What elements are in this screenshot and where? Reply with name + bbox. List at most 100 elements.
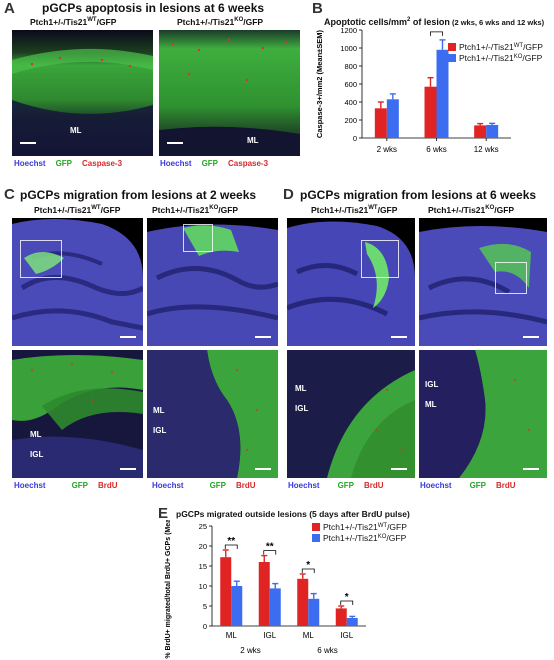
y-axis-label: Caspase-3+/mm2 (Mean±SEM): [315, 29, 324, 138]
y-tick-label: 800: [344, 62, 357, 71]
panel-d-left-detail: ML IGL: [287, 350, 415, 478]
panel-c-right-zoom-box: [183, 224, 213, 252]
bar-ML-2-1: [308, 598, 320, 626]
panel-b-letter: B: [312, 0, 323, 17]
legend-hoechst: Hoechst: [420, 481, 452, 490]
panel-d-title: pGCPs migration from lesions at 6 weeks: [300, 188, 537, 202]
panel-d-left-overview: [287, 218, 415, 346]
legend-brdu: BrdU: [98, 481, 118, 490]
significance-bracket: [430, 31, 443, 36]
panel-a-right-scale-bar: [167, 142, 183, 144]
significance-bracket: [340, 600, 354, 605]
legend-hoechst: Hoechst: [160, 159, 192, 168]
panel-c-right-detail: ML IGL: [147, 350, 278, 478]
panel-d-right-overview: [419, 218, 547, 346]
x-tick-label: IGL: [263, 631, 276, 640]
legend-gfp: GFP: [55, 159, 73, 168]
significance-bracket: [301, 568, 315, 573]
bar-ML-2-0: [297, 578, 309, 626]
y-tick-label: 200: [344, 116, 357, 125]
x-tick-label: 2 wks: [377, 145, 397, 154]
legend-gfp: GFP: [209, 481, 227, 490]
significance-bracket: [263, 550, 277, 555]
panel-a-left-scale-bar: [20, 142, 36, 144]
y-tick-label: 0: [353, 134, 357, 143]
panel-d-left-top-scale-bar: [391, 336, 407, 338]
panel-c-right-overview: [147, 218, 278, 346]
panel-d-letter: D: [283, 186, 294, 203]
legend-swatch-0: [312, 523, 320, 531]
bar-ML-0-1: [231, 586, 243, 626]
legend-gfp: GFP: [201, 159, 219, 168]
panel-d-right-detail: IGL ML: [419, 350, 547, 478]
legend-gfp: GFP: [469, 481, 487, 490]
panel-c-right-top-scale-bar: [255, 336, 271, 338]
legend-gfp: GFP: [337, 481, 355, 490]
panel-d-right-legend: Hoechst GFP BrdU: [420, 481, 526, 490]
legend-label-1: Ptch1+/-/Tis21KO/GFP: [323, 533, 407, 543]
y-axis-label: % BrdU+ migrated/total BrdU+ GCPs (Mean±…: [165, 520, 172, 659]
y-tick-label: 1200: [340, 28, 357, 35]
panel-a-title: pGCPs apoptosis in lesions at 6 weeks: [42, 1, 265, 15]
panel-c-left-detail: ML IGL: [12, 350, 143, 478]
bar-IGL-3-1: [346, 618, 358, 626]
panel-c-right-ml-label: ML: [153, 406, 165, 415]
legend-hoechst: Hoechst: [14, 481, 46, 490]
panel-d-left-ml-label: ML: [295, 384, 307, 393]
significance-mark: **: [266, 542, 274, 553]
significance-bracket: [224, 544, 238, 549]
panel-e-letter: E: [158, 505, 169, 522]
panel-d-right-bottom-scale-bar: [523, 468, 539, 470]
panel-a-left-legend: Hoechst GFP Caspase-3: [14, 159, 132, 168]
y-tick-label: 0: [203, 622, 207, 631]
legend-caspase: Caspase-3: [82, 159, 123, 168]
panel-a-left-micrograph: ML: [12, 30, 153, 156]
legend-brdu: BrdU: [496, 481, 516, 490]
y-tick-label: 25: [199, 522, 207, 531]
bar-IGL-1-0: [258, 562, 270, 626]
panel-a-letter: A: [4, 0, 15, 17]
bar-2-wks-0: [374, 108, 387, 138]
legend-swatch-1: [312, 534, 320, 542]
group-label: 6 wks: [317, 646, 337, 655]
panel-a-right-ml-label: ML: [247, 136, 259, 145]
panel-c-left-top-scale-bar: [120, 336, 136, 338]
group-label: 2 wks: [240, 646, 260, 655]
bar-2-wks-1: [386, 99, 399, 138]
panel-a-left-genotype: Ptch1+/-/Tis21WT/GFP: [30, 17, 117, 27]
legend-label-0: Ptch1+/-/Tis21WT/GFP: [323, 522, 407, 532]
legend-label-1: Ptch1+/-/Tis21KO/GFP: [459, 53, 543, 63]
x-tick-label: 12 wks: [474, 145, 499, 154]
x-tick-label: IGL: [340, 631, 353, 640]
x-tick-label: 6 wks: [426, 145, 446, 154]
bar-IGL-3-0: [335, 608, 347, 626]
panel-c-left-bottom-scale-bar: [120, 468, 136, 470]
legend-gfp: GFP: [71, 481, 89, 490]
y-tick-label: 5: [203, 602, 207, 611]
panel-d-right-ml-label: ML: [425, 400, 437, 409]
panel-d-right-genotype: Ptch1+/-/Tis21KO/GFP: [428, 205, 515, 215]
bar-6-wks-1: [436, 49, 449, 138]
panel-b-title: Apoptotic cells/mm2 of lesion (2 wks, 6 …: [324, 17, 545, 27]
legend-caspase: Caspase-3: [228, 159, 269, 168]
panel-c-left-genotype: Ptch1+/-/Tis21WT/GFP: [34, 205, 121, 215]
panel-a-right-micrograph: ML: [159, 30, 300, 156]
panel-c-right-igl-label: IGL: [153, 426, 167, 435]
panel-d-right-zoom-box: [495, 262, 527, 294]
x-tick-label: ML: [226, 631, 238, 640]
x-tick-label: ML: [303, 631, 315, 640]
panel-d-left-zoom-box: [361, 240, 399, 278]
significance-mark: **: [227, 536, 235, 547]
y-tick-label: 400: [344, 98, 357, 107]
panel-d-right-top-scale-bar: [523, 336, 539, 338]
panel-d-left-bottom-scale-bar: [391, 468, 407, 470]
bar-ML-0-0: [220, 557, 232, 626]
y-tick-label: 600: [344, 80, 357, 89]
panel-e-chart: 0 5 10 15 20 25 % BrdU+ migrated/total BrdU+ G…: [165, 520, 407, 659]
panel-c-left-overview: [12, 218, 143, 346]
bar-12-wks-1: [486, 124, 499, 138]
panel-d-left-igl-label: IGL: [295, 404, 309, 413]
panel-a-right-legend: Hoechst GFP Caspase-3: [160, 159, 278, 168]
bar-6-wks-0: [424, 86, 437, 138]
significance-mark: *: [435, 28, 439, 34]
